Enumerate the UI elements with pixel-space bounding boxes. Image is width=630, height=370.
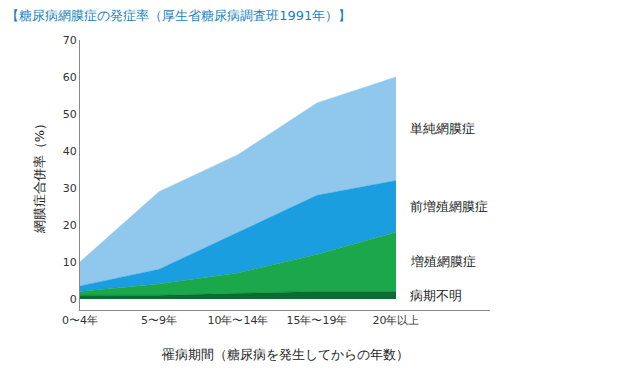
svg-text:0〜4年: 0〜4年: [62, 314, 98, 327]
svg-text:0: 0: [70, 293, 77, 306]
svg-text:40: 40: [63, 145, 77, 158]
svg-text:10: 10: [63, 256, 77, 269]
svg-text:網膜症合併率（%）: 網膜症合併率（%）: [32, 117, 47, 234]
svg-text:病期不明: 病期不明: [410, 288, 462, 303]
svg-text:70: 70: [63, 34, 77, 47]
svg-text:60: 60: [63, 71, 77, 84]
svg-text:5〜9年: 5〜9年: [141, 314, 177, 327]
svg-text:20年以上: 20年以上: [373, 314, 420, 327]
svg-text:【糖尿病網膜症の発症率（厚生省糖尿病調査班1991年）】: 【糖尿病網膜症の発症率（厚生省糖尿病調査班1991年）】: [6, 8, 351, 23]
svg-text:20: 20: [63, 219, 77, 232]
svg-text:罹病期間（糖尿病を発生してからの年数）: 罹病期間（糖尿病を発生してからの年数）: [161, 347, 409, 362]
svg-text:10年〜14年: 10年〜14年: [208, 314, 269, 327]
svg-text:増殖網膜症: 増殖網膜症: [410, 254, 476, 269]
svg-text:15年〜19年: 15年〜19年: [287, 314, 348, 327]
svg-text:前増殖網膜症: 前増殖網膜症: [410, 199, 488, 214]
svg-text:30: 30: [63, 182, 77, 195]
svg-text:50: 50: [63, 108, 77, 121]
svg-text:単純網膜症: 単純網膜症: [410, 121, 475, 136]
